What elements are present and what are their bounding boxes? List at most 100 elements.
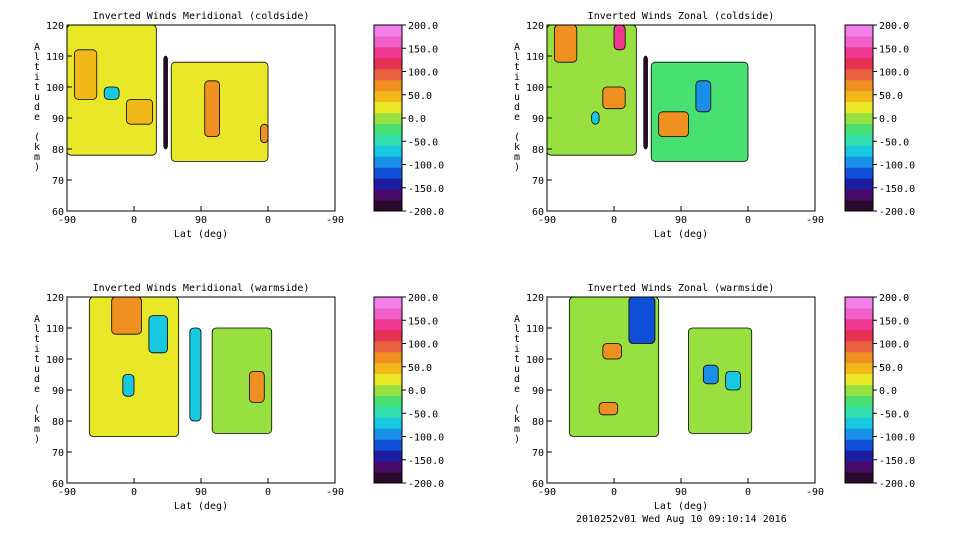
y-axis-label-char: t bbox=[34, 82, 40, 93]
colorbar-swatch bbox=[374, 395, 402, 407]
colorbar-swatch bbox=[845, 123, 873, 135]
colorbar-swatch bbox=[374, 46, 402, 59]
y-axis-label-char: m bbox=[514, 424, 520, 435]
colorbar-swatch bbox=[374, 428, 402, 440]
x-tick-label: 0 bbox=[745, 215, 751, 226]
y-tick-label: 60 bbox=[532, 479, 544, 490]
colorbar-tick-label: -100.0 bbox=[408, 161, 444, 172]
colorbar-swatch bbox=[374, 57, 402, 70]
colorbar-swatch bbox=[845, 134, 873, 146]
y-axis-label-char: t bbox=[514, 334, 520, 345]
colorbar-swatch bbox=[374, 178, 402, 190]
colorbar-tick-label: -50.0 bbox=[408, 409, 438, 420]
data-region bbox=[211, 327, 273, 434]
y-axis-label-char: k bbox=[514, 142, 520, 153]
data-region bbox=[103, 86, 120, 100]
colorbar-swatch bbox=[374, 351, 402, 364]
colorbar-swatch bbox=[374, 35, 402, 48]
colorbar-swatch bbox=[374, 167, 402, 179]
colorbar-tick-label: 150.0 bbox=[879, 44, 909, 55]
colorbar-swatch bbox=[845, 362, 873, 375]
colorbar-swatch bbox=[845, 439, 873, 451]
y-tick-label: 90 bbox=[52, 114, 64, 125]
y-axis-label-char: A bbox=[34, 42, 40, 53]
colorbar-swatch bbox=[845, 178, 873, 190]
data-region bbox=[163, 55, 168, 150]
colorbar-swatch bbox=[374, 68, 402, 81]
colorbar-tick-label: -150.0 bbox=[408, 184, 444, 195]
colorbar-swatch bbox=[845, 384, 873, 396]
colorbar-tick-label: 200.0 bbox=[879, 21, 909, 32]
y-axis-label-char: A bbox=[514, 314, 520, 325]
y-axis-label-char: l bbox=[514, 324, 520, 335]
y-axis-label-char: d bbox=[34, 102, 40, 113]
x-tick-label: 0 bbox=[745, 487, 751, 498]
y-axis-label-char: u bbox=[514, 364, 520, 375]
y-tick-label: 70 bbox=[532, 176, 544, 187]
colorbar-swatch bbox=[845, 145, 873, 157]
colorbar-swatch bbox=[845, 340, 873, 353]
colorbar-tick-label: -50.0 bbox=[879, 409, 909, 420]
y-axis-label-char: m bbox=[34, 152, 40, 163]
y-tick-label: 80 bbox=[532, 417, 544, 428]
y-tick-label: 80 bbox=[52, 417, 64, 428]
y-axis-label-char: ) bbox=[34, 434, 40, 445]
chart-title: Inverted Winds Zonal (warmside) bbox=[588, 283, 775, 294]
x-tick-label: -90 bbox=[58, 487, 76, 498]
data-region bbox=[189, 327, 202, 422]
colorbar-tick-label: 150.0 bbox=[879, 316, 909, 327]
colorbar-swatch bbox=[374, 340, 402, 353]
colorbar-tick-label: 100.0 bbox=[408, 68, 438, 79]
colorbar-swatch bbox=[845, 35, 873, 48]
colorbar-swatch bbox=[845, 200, 873, 212]
x-axis-label: Lat (deg) bbox=[654, 229, 708, 240]
data-region bbox=[248, 370, 265, 403]
x-tick-label: 90 bbox=[675, 215, 687, 226]
colorbar-swatch bbox=[845, 395, 873, 407]
colorbar-tick-label: -100.0 bbox=[879, 433, 915, 444]
y-tick-label: 70 bbox=[52, 448, 64, 459]
colorbar-tick-label: 50.0 bbox=[879, 363, 903, 374]
x-tick-label: -90 bbox=[58, 215, 76, 226]
y-axis-label-char: l bbox=[34, 52, 40, 63]
y-axis-label-char: i bbox=[34, 344, 40, 355]
colorbar-swatch bbox=[845, 297, 873, 309]
colorbar-swatch bbox=[374, 79, 402, 92]
colorbar-tick-label: 200.0 bbox=[408, 21, 438, 32]
colorbar-tick-label: 150.0 bbox=[408, 44, 438, 55]
colorbar-swatch bbox=[374, 25, 402, 37]
x-tick-label: 0 bbox=[265, 215, 271, 226]
colorbar-swatch bbox=[374, 134, 402, 146]
colorbar-tick-label: 0.0 bbox=[879, 386, 897, 397]
y-axis-label-char: e bbox=[34, 112, 40, 123]
y-axis-label-char: l bbox=[514, 52, 520, 63]
colorbar-tick-label: 200.0 bbox=[879, 293, 909, 304]
y-tick-label: 90 bbox=[532, 114, 544, 125]
data-region bbox=[602, 86, 626, 110]
colorbar-swatch bbox=[845, 101, 873, 114]
y-axis-label-char: ( bbox=[34, 404, 40, 415]
data-region bbox=[111, 296, 142, 335]
y-tick-label: 120 bbox=[46, 21, 64, 32]
colorbar-tick-label: -150.0 bbox=[879, 456, 915, 467]
colorbar-tick-label: -200.0 bbox=[879, 479, 915, 490]
colorbar-tick-label: -50.0 bbox=[408, 137, 438, 148]
y-axis-label-char: A bbox=[34, 314, 40, 325]
colorbar-swatch bbox=[374, 189, 402, 201]
data-region bbox=[554, 24, 578, 63]
colorbar-tick-label: -150.0 bbox=[408, 456, 444, 467]
y-axis-label-char: u bbox=[514, 92, 520, 103]
data-region bbox=[658, 111, 689, 138]
chart-title: Inverted Winds Meridional (coldside) bbox=[93, 11, 310, 22]
x-axis-label: Lat (deg) bbox=[174, 229, 228, 240]
colorbar-swatch bbox=[845, 90, 873, 103]
y-axis-label-char: ) bbox=[514, 434, 520, 445]
x-tick-label: -90 bbox=[806, 215, 824, 226]
colorbar-swatch bbox=[374, 362, 402, 375]
colorbar-swatch bbox=[374, 439, 402, 451]
x-tick-label: 0 bbox=[131, 487, 137, 498]
x-tick-label: -90 bbox=[806, 487, 824, 498]
x-axis-label: Lat (deg) bbox=[654, 501, 708, 512]
data-region bbox=[74, 49, 98, 100]
y-axis-label-char: m bbox=[34, 424, 40, 435]
